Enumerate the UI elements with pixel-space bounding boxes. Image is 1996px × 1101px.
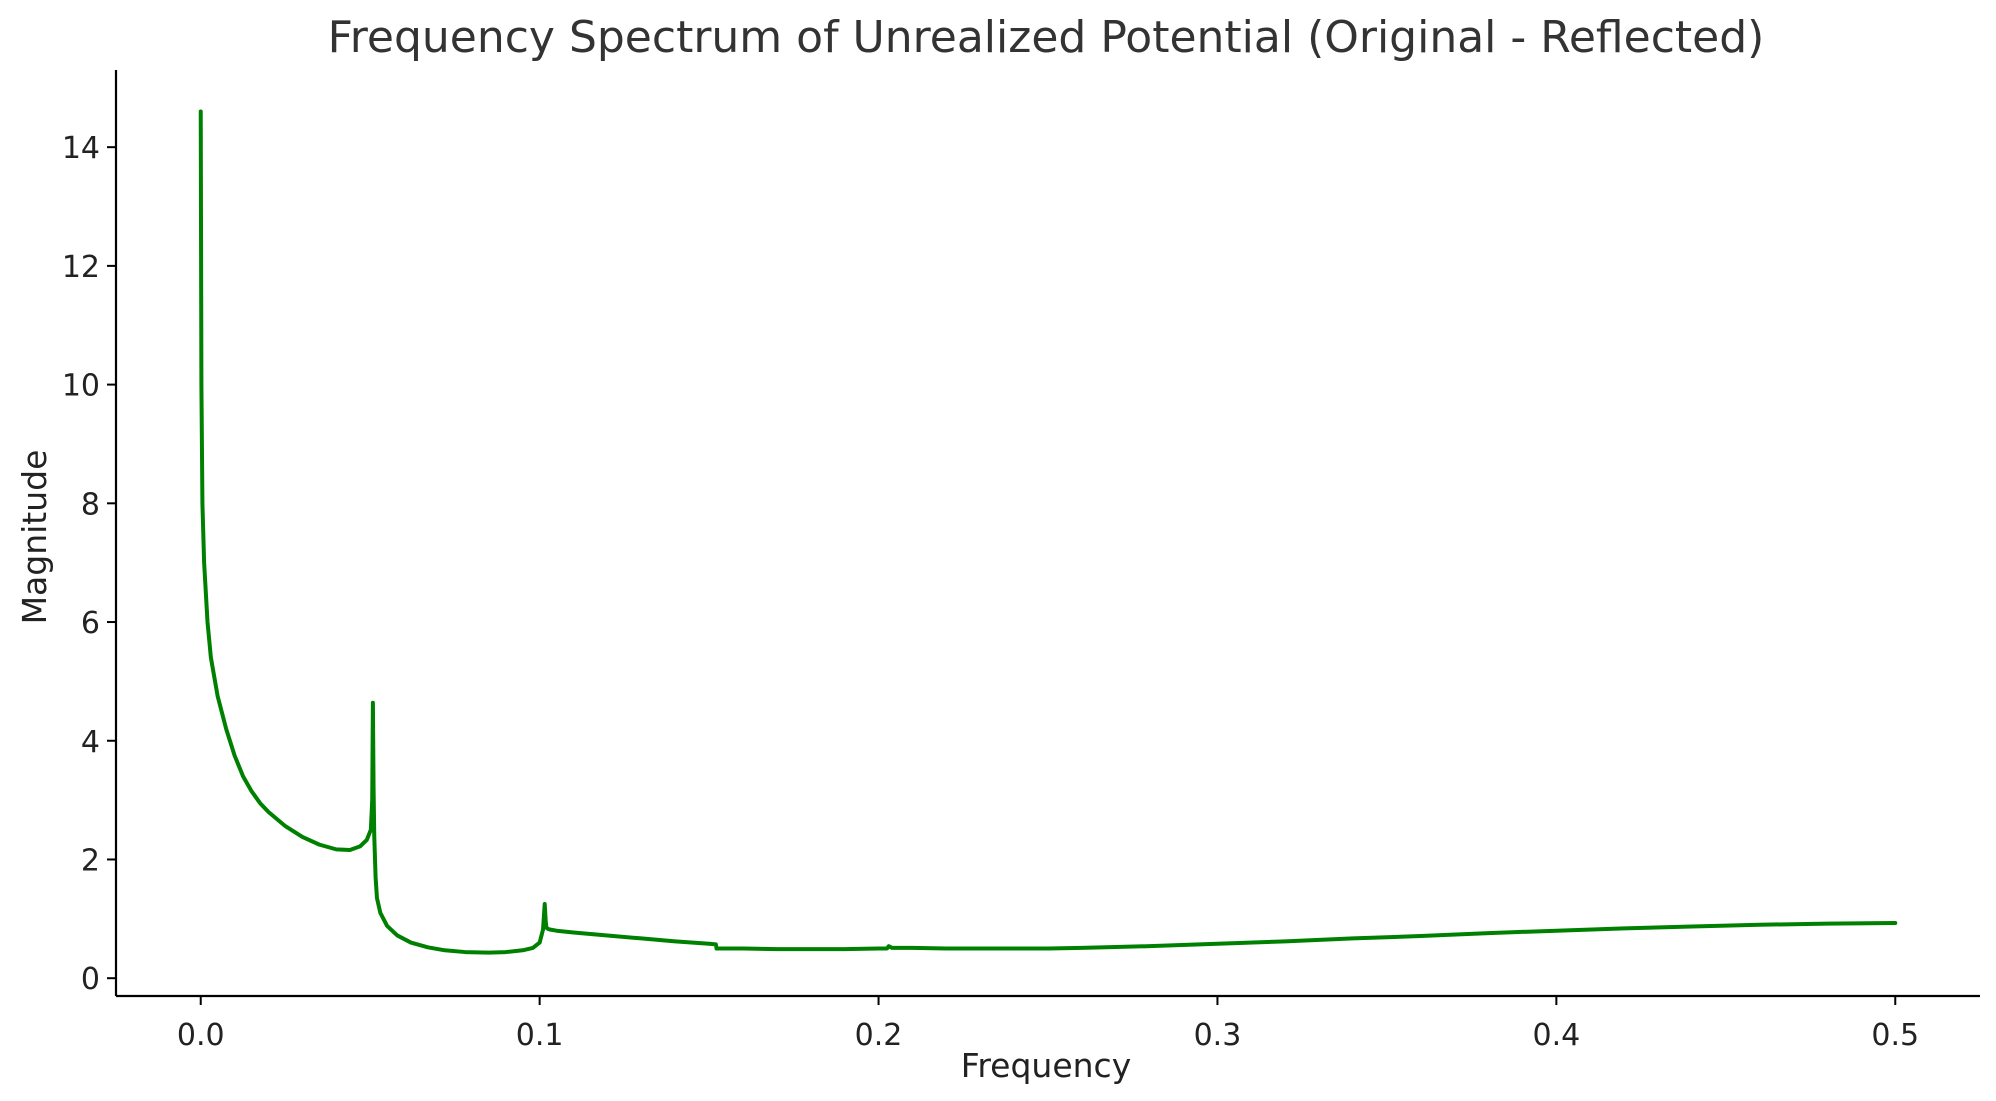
y-tick-label: 8 <box>81 487 100 522</box>
x-tick-label: 0.1 <box>516 1018 564 1053</box>
y-tick-label: 14 <box>62 131 100 166</box>
chart-title: Frequency Spectrum of Unrealized Potenti… <box>328 12 1765 63</box>
series-line <box>198 109 1898 955</box>
x-tick-label: 0.0 <box>177 1018 225 1053</box>
x-tick-label: 0.4 <box>1533 1018 1581 1053</box>
y-tick-label: 12 <box>62 250 100 285</box>
x-tick-label: 0.3 <box>1194 1018 1242 1053</box>
x-tick-label: 0.2 <box>855 1018 903 1053</box>
y-axis-label: Magnitude <box>15 450 54 625</box>
y-tick-label: 2 <box>81 843 100 878</box>
y-tick-label: 0 <box>81 962 100 997</box>
y-tick-label: 4 <box>81 725 100 760</box>
x-axis-ticks: 0.0 0.1 0.2 0.3 0.4 0.5 <box>177 996 1919 1053</box>
series-group <box>198 109 1898 955</box>
y-tick-label: 10 <box>62 369 100 404</box>
x-axis-label: Frequency <box>961 1046 1131 1085</box>
x-tick-label: 0.5 <box>1871 1018 1919 1053</box>
y-tick-label: 6 <box>81 606 100 641</box>
y-axis-ticks: 0 2 4 6 8 10 12 14 <box>62 131 116 997</box>
plot-area: 0 2 4 6 8 10 12 14 0.0 0.1 0.2 0.3 0.4 0.5 <box>62 70 1980 1053</box>
